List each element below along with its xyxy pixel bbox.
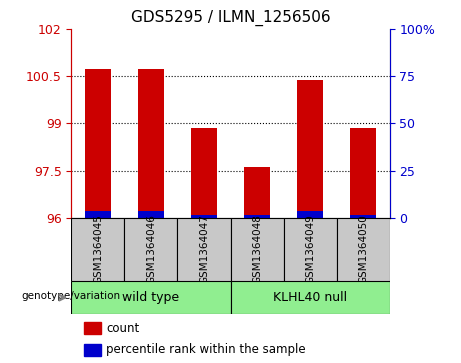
Bar (71, 218, 124, 281)
Bar (138, 69, 164, 218)
Bar (244, 215, 270, 218)
Text: count: count (106, 322, 140, 335)
Bar (85, 211, 111, 218)
Bar (244, 167, 270, 218)
Bar (337, 218, 390, 281)
Bar (138, 211, 164, 218)
Bar (350, 128, 376, 218)
Text: GSM1364045: GSM1364045 (93, 215, 103, 285)
Text: GSM1364049: GSM1364049 (305, 215, 315, 285)
Bar (177, 218, 230, 281)
Text: percentile rank within the sample: percentile rank within the sample (106, 343, 306, 356)
Bar (191, 215, 217, 218)
Title: GDS5295 / ILMN_1256506: GDS5295 / ILMN_1256506 (130, 10, 331, 26)
Text: KLHL40 null: KLHL40 null (273, 291, 347, 304)
Bar (84, 344, 101, 356)
Bar (71, 281, 230, 314)
Bar (124, 218, 177, 281)
Bar (230, 218, 284, 281)
Text: GSM1364050: GSM1364050 (358, 215, 368, 285)
Text: GSM1364046: GSM1364046 (146, 215, 156, 285)
Text: wild type: wild type (123, 291, 179, 304)
Bar (297, 80, 323, 218)
Bar (85, 69, 111, 218)
Bar (284, 218, 337, 281)
Bar (191, 128, 217, 218)
Text: genotype/variation: genotype/variation (21, 291, 121, 301)
Text: GSM1364047: GSM1364047 (199, 215, 209, 285)
Bar (350, 215, 376, 218)
Bar (84, 322, 101, 334)
Bar (297, 211, 323, 218)
Text: GSM1364048: GSM1364048 (252, 215, 262, 285)
Bar (230, 281, 390, 314)
